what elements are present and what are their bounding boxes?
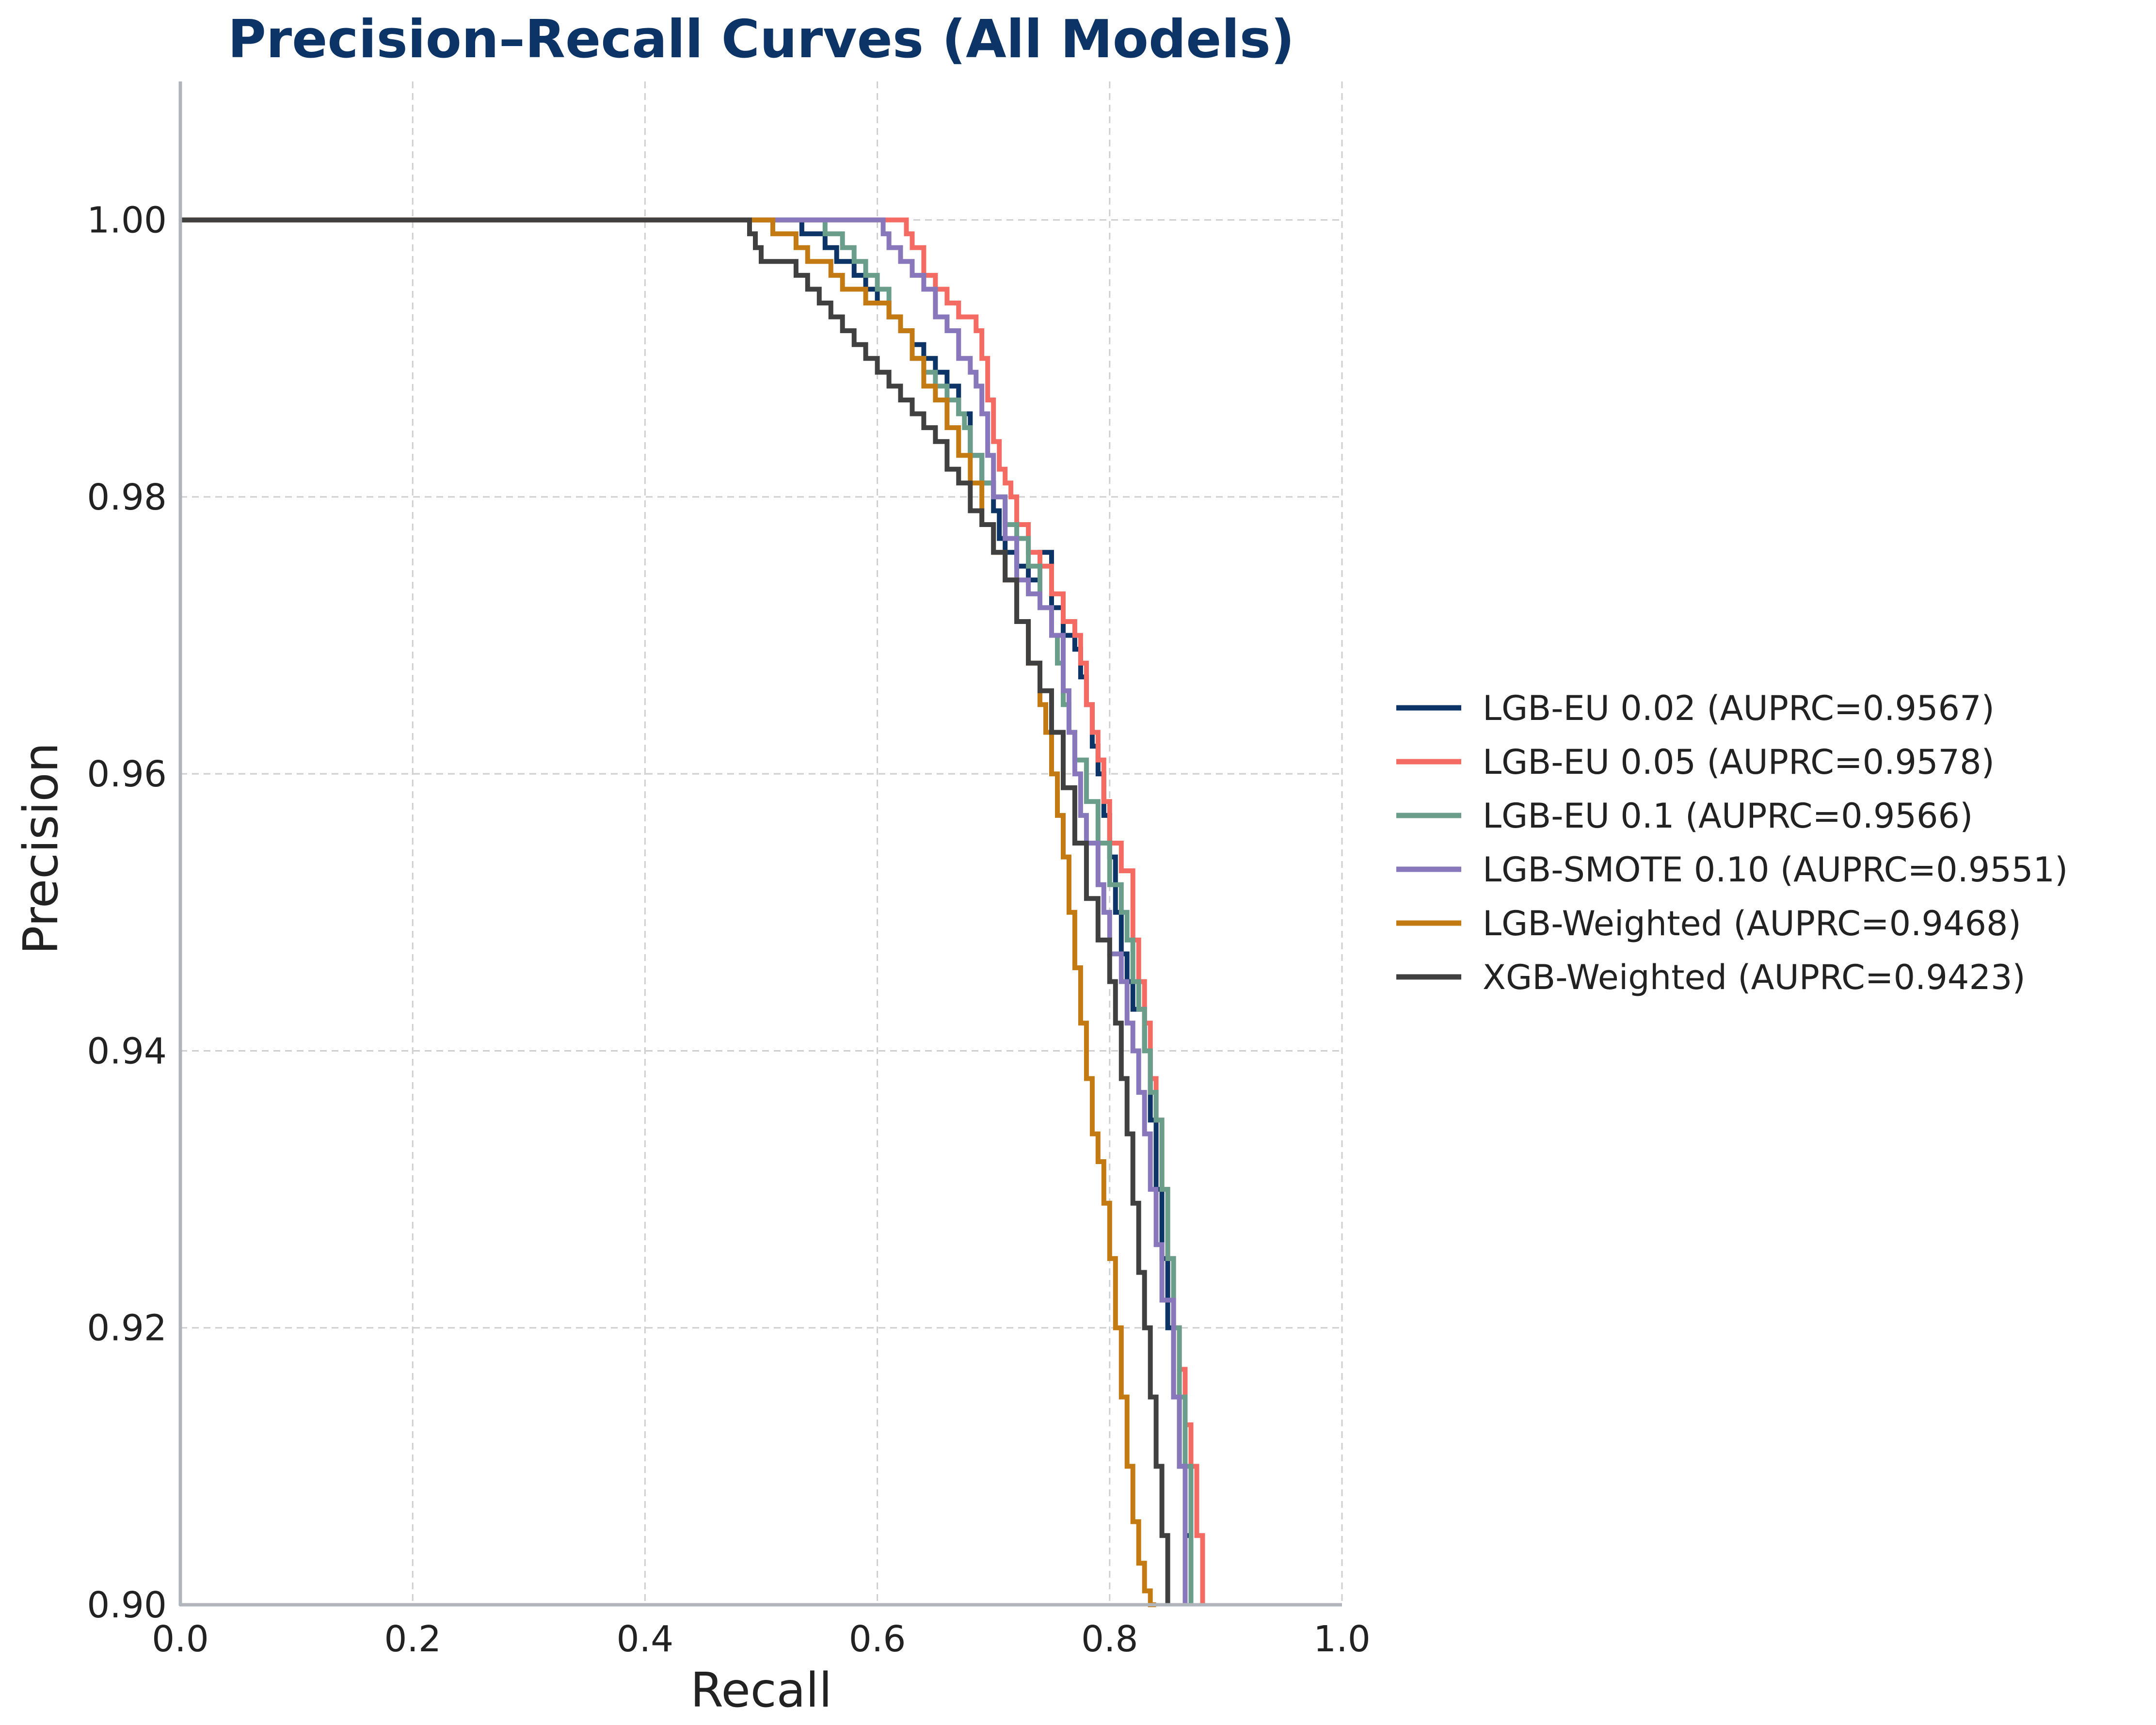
y-tick-label: 1.00 <box>87 200 167 241</box>
x-axis-label: Recall <box>690 1663 832 1718</box>
y-tick-label: 0.90 <box>87 1584 167 1626</box>
y-tick-label: 0.98 <box>87 477 167 518</box>
legend-label: LGB-Weighted (AUPRC=0.9468) <box>1483 904 2021 943</box>
y-axis-label: Precision <box>14 742 69 954</box>
legend-label: XGB-Weighted (AUPRC=0.9423) <box>1483 958 2026 997</box>
legend: LGB-EU 0.02 (AUPRC=0.9567) LGB-EU 0.05 (A… <box>1396 688 2068 997</box>
y-tick-label: 0.96 <box>87 753 167 795</box>
x-tick-label: 0.6 <box>849 1618 906 1660</box>
legend-label: LGB-EU 0.1 (AUPRC=0.9566) <box>1483 796 1973 836</box>
x-tick-label: 1.0 <box>1313 1618 1371 1660</box>
series-lines <box>180 217 1205 1607</box>
y-tick-label: 0.94 <box>87 1030 167 1072</box>
x-tick-label: 0.8 <box>1081 1618 1138 1660</box>
axes <box>178 81 1342 1607</box>
x-tick-label: 0.2 <box>384 1618 441 1660</box>
chart-title: Precision–Recall Curves (All Models) <box>228 9 1294 70</box>
x-tick-label: 0.0 <box>152 1618 209 1660</box>
x-tick-label: 0.4 <box>617 1618 674 1660</box>
series-line-6 <box>180 217 1170 1605</box>
series-line-4 <box>180 217 1188 1605</box>
y-tick-label: 0.92 <box>87 1308 167 1349</box>
legend-label: LGB-EU 0.05 (AUPRC=0.9578) <box>1483 742 1995 782</box>
tick-labels: 0.0 0.2 0.4 0.6 0.8 1.0 0.90 0.92 0.94 0.96 0.98 1.… <box>87 200 1371 1660</box>
legend-label: LGB-EU 0.02 (AUPRC=0.9567) <box>1483 688 1995 728</box>
legend-label: LGB-SMOTE 0.10 (AUPRC=0.9551) <box>1483 850 2068 890</box>
